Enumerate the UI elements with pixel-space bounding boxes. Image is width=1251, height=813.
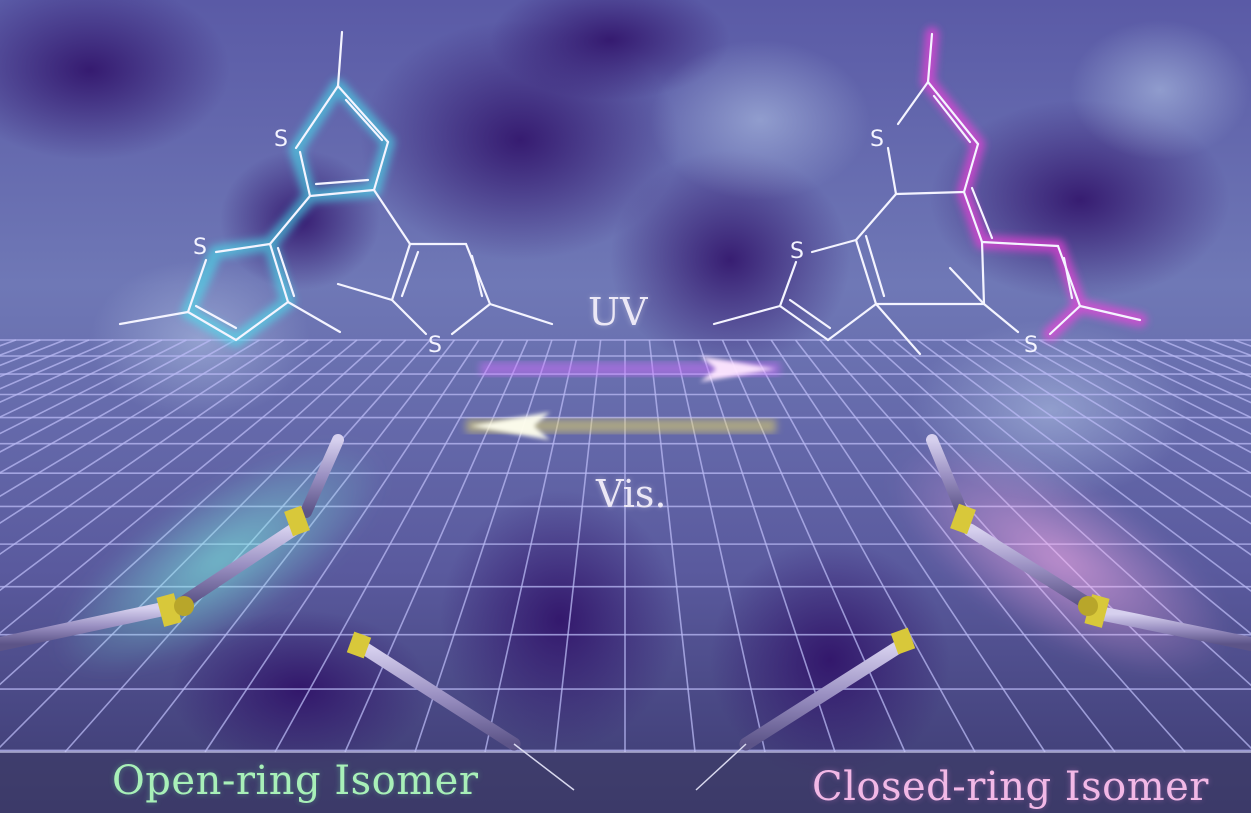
uv-arrow: [480, 356, 780, 382]
grid-line: [414, 339, 553, 753]
grid-line: [721, 339, 906, 753]
grid-line: [1087, 339, 1251, 419]
grid-line: [0, 339, 236, 474]
open-atom-label: S: [193, 235, 207, 260]
open-ring-rods: [0, 434, 575, 791]
grid-line: [344, 339, 529, 753]
grid-line: [554, 339, 602, 753]
grid-line: [746, 339, 976, 753]
closed-ring-rods: [695, 434, 1251, 791]
closed-ring-caption: Closed-ring Isomer: [812, 764, 1209, 810]
open-ring-molecule: S S S: [118, 30, 554, 358]
grid-line: [672, 339, 766, 753]
closed-ring-molecule: S S S: [712, 27, 1147, 358]
grid-line: [648, 339, 696, 753]
grid-line: [0, 339, 212, 453]
grid-line: [1014, 339, 1251, 475]
uv-label: UV: [588, 290, 648, 334]
open-ring-caption: Open-ring Isomer: [112, 758, 479, 804]
closed-atom-label: S: [870, 127, 884, 152]
open-atom-label: S: [428, 333, 442, 358]
grid-line: [770, 339, 1046, 753]
grid-line: [0, 339, 358, 635]
grid-line: [274, 339, 504, 753]
closed-atom-label: S: [790, 239, 804, 264]
grid-line: [0, 339, 187, 435]
grid-line: [484, 339, 578, 753]
closed-atom-label: S: [1024, 333, 1038, 358]
open-atom-label: S: [274, 127, 288, 152]
perspective-grid: [0, 339, 1251, 753]
grid-line: [1038, 339, 1251, 454]
grid-line: [0, 339, 285, 525]
grid-line: [965, 339, 1251, 525]
grid-line: [990, 339, 1251, 498]
grid-line: [1063, 339, 1251, 435]
grid-line: [916, 339, 1251, 592]
grid-line: [0, 339, 309, 556]
grid-line: [0, 339, 260, 498]
caption-band: [0, 752, 1251, 813]
grid-line: [0, 339, 163, 418]
vis-label: Vis.: [596, 472, 667, 516]
grid-line: [697, 339, 836, 753]
vis-arrow: [466, 412, 776, 440]
grid-line: [0, 339, 334, 592]
grid-line: [941, 339, 1251, 556]
